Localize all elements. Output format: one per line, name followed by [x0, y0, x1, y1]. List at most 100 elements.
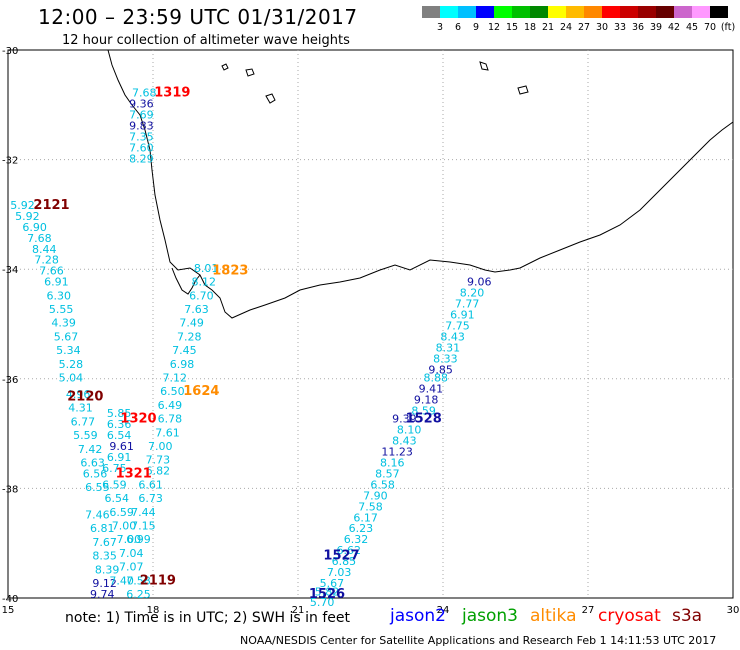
longitude-label: 21 — [292, 605, 305, 616]
wave-height-value: 9.61 — [109, 440, 134, 453]
pass-time-label: 1321 — [116, 466, 152, 481]
longitude-label: 18 — [147, 605, 160, 616]
wave-height-value: 6.50 — [160, 385, 185, 398]
island-5 — [517, 85, 529, 95]
color-scale-swatch — [656, 6, 674, 18]
legend-item-jason3: jason3 — [462, 606, 518, 626]
wave-height-value: 8.31 — [436, 341, 461, 354]
wave-height-value: 7.40 — [109, 574, 134, 587]
wave-height-value: 8.57 — [375, 467, 400, 480]
wave-height-value: 5.28 — [59, 358, 84, 371]
color-scale-label: 15 — [505, 22, 519, 33]
wave-height-value: 6.78 — [158, 413, 183, 426]
island-1 — [221, 63, 229, 71]
wave-height-value: 6.70 — [189, 289, 214, 302]
island-3 — [265, 93, 276, 104]
wave-height-value: 9.06 — [467, 276, 492, 289]
wave-height-value: 7.68 — [27, 232, 52, 245]
wave-height-value: 7.28 — [177, 330, 202, 343]
island-2 — [245, 68, 255, 77]
color-scale-swatch — [674, 6, 692, 18]
wave-height-value: 9.39 — [392, 413, 417, 426]
wave-height-value: 9.83 — [129, 119, 154, 132]
wave-height-value: 5.85 — [107, 407, 132, 420]
legend-item-altika: altika — [530, 606, 577, 626]
wave-height-value: 8.20 — [460, 287, 485, 300]
color-scale-swatch — [476, 6, 494, 18]
wave-height-value: 8.43 — [440, 330, 465, 343]
wave-height-value: 4.96 — [66, 388, 91, 401]
wave-height-value: 6.82 — [146, 465, 171, 478]
color-scale-label: 36 — [631, 22, 645, 33]
color-scale-label: 30 — [595, 22, 609, 33]
wave-height-value: 8.59 — [411, 404, 436, 417]
wave-height-value: 6.56 — [83, 467, 108, 480]
wave-height-value: 11.23 — [381, 446, 413, 459]
wave-height-value: 7.12 — [163, 372, 188, 385]
wave-height-value: 8.29 — [129, 152, 154, 165]
wave-height-value: 5.67 — [320, 577, 345, 590]
color-scale-swatch — [584, 6, 602, 18]
wave-height-value: 7.69 — [129, 109, 154, 122]
longitude-label: 15 — [2, 605, 15, 616]
color-scale-swatch — [602, 6, 620, 18]
island-4 — [479, 61, 489, 71]
axis-labels: 15 18 21 24 27 30 -30 -32 -34 -36 -38 -40 — [2, 46, 740, 616]
legend-item-cryosat: cryosat — [598, 606, 661, 626]
wave-height-value: 6.90 — [22, 221, 47, 234]
footer-note: note: 1) Time is in UTC; 2) SWH is in fe… — [65, 610, 351, 626]
wave-height-value: 6.73 — [138, 492, 163, 505]
wave-height-value: 7.63 — [184, 303, 209, 316]
color-scale-swatch — [440, 6, 458, 18]
wave-height-value: 4.39 — [51, 317, 76, 330]
wave-height-value: 6.98 — [170, 358, 195, 371]
color-scale-label: 9 — [472, 22, 480, 33]
wave-height-value: 5.55 — [49, 303, 74, 316]
color-scale — [422, 6, 728, 18]
wave-height-value: 7.35 — [129, 130, 154, 143]
wave-height-value: 5.92 — [10, 199, 35, 212]
wave-height-value: 7.58 — [358, 500, 383, 513]
wave-height-value: 7.49 — [179, 317, 204, 330]
altimeter-tracks: 7.689.367.699.837.357.608.295.925.926.90… — [10, 87, 491, 610]
wave-height-value: 7.73 — [146, 454, 171, 467]
wave-height-value: 6.55 — [85, 481, 110, 494]
wave-height-value: 6.25 — [126, 588, 151, 601]
coastline-inlet — [171, 267, 201, 295]
wave-height-value: 6.54 — [107, 429, 132, 442]
wave-height-value: 5.82 — [315, 585, 340, 598]
wave-height-value: 8.88 — [424, 372, 449, 385]
wave-height-value: 7.77 — [455, 298, 480, 311]
wave-height-value: 6.17 — [353, 511, 378, 524]
wave-height-value: 6.59 — [102, 478, 127, 491]
wave-height-value: 9.74 — [90, 588, 115, 601]
wave-height-value: 7.75 — [445, 319, 470, 332]
wave-height-value: 5.59 — [73, 429, 98, 442]
wave-height-value: 6.54 — [105, 492, 130, 505]
wave-height-value: 6.23 — [349, 522, 374, 535]
pass-time-label: 1528 — [406, 412, 442, 427]
color-scale-label: 24 — [559, 22, 573, 33]
pass-time-label: 2120 — [67, 390, 103, 405]
latitude-label: -38 — [2, 484, 18, 495]
pass-time-label: 1823 — [212, 264, 248, 279]
wave-height-value: 6.91 — [44, 276, 69, 289]
color-scale-label: 27 — [577, 22, 591, 33]
wave-height-value: 8.43 — [392, 435, 417, 448]
wave-height-value: 8.35 — [92, 550, 117, 563]
color-scale-label: 6 — [454, 22, 462, 33]
color-scale-swatch — [620, 6, 638, 18]
color-scale-label: 18 — [523, 22, 537, 33]
latitude-label: -30 — [2, 46, 18, 57]
pass-time-label: 1526 — [309, 587, 345, 602]
footer-credit: NOAA/NESDIS Center for Satellite Applica… — [240, 634, 717, 647]
wave-height-value: 6.81 — [90, 522, 115, 535]
wave-height-value: 4.31 — [68, 402, 93, 415]
wave-height-value: 5.04 — [59, 372, 84, 385]
wave-height-value: 7.67 — [92, 536, 117, 549]
pass-time-label: 1624 — [183, 384, 219, 399]
pass-time-label: 1319 — [154, 86, 190, 101]
coastline-south-africa — [107, 49, 734, 319]
color-scale-label: 45 — [685, 22, 699, 33]
color-scale-swatch — [548, 6, 566, 18]
